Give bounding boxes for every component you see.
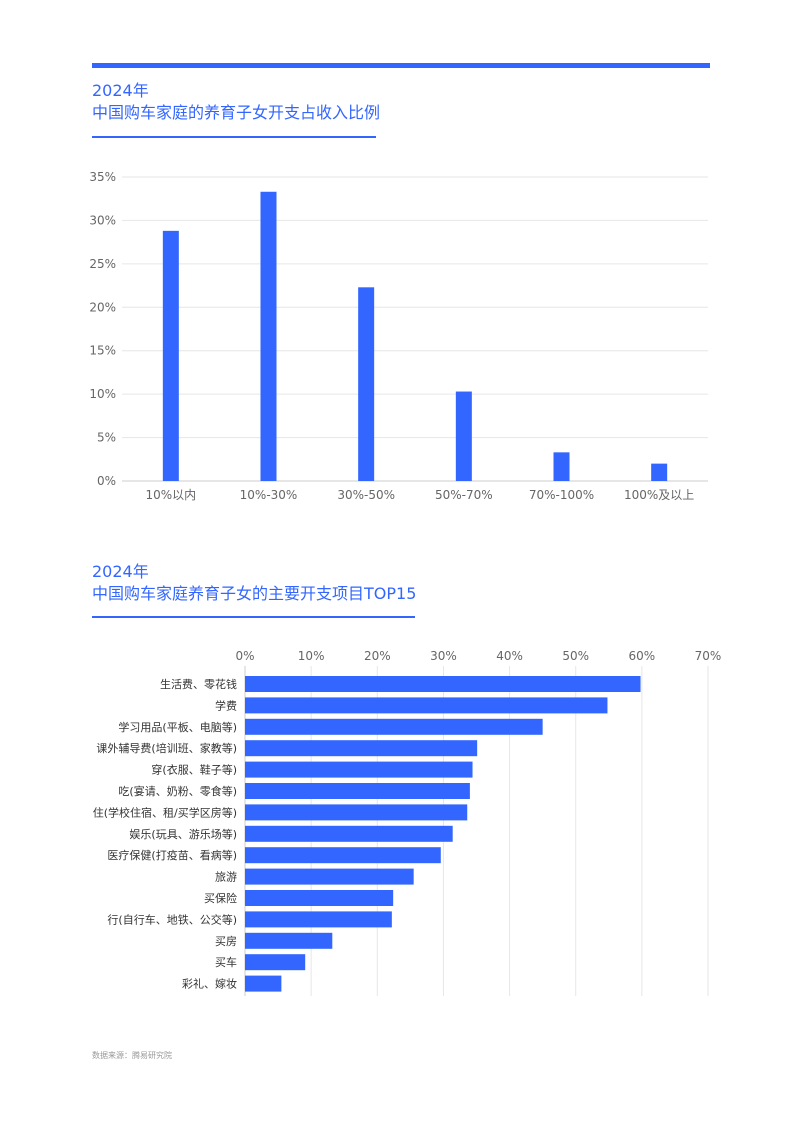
- bar: [245, 740, 478, 757]
- bar: [651, 463, 668, 481]
- x-tick-label: 10%-30%: [240, 488, 298, 502]
- data-source-note: 数据来源：腾易研究院: [92, 1051, 172, 1060]
- x-tick-label: 0%: [235, 649, 254, 663]
- top-rule: [92, 63, 710, 68]
- bar: [245, 847, 441, 864]
- category-label: 买房: [215, 935, 237, 948]
- category-label: 彩礼、嫁妆: [182, 977, 237, 991]
- bar: [245, 911, 392, 928]
- bar: [245, 890, 394, 906]
- bar: [245, 783, 470, 799]
- x-tick-label: 50%-70%: [435, 488, 493, 502]
- chart1-title-year: 2024年: [92, 81, 149, 100]
- category-label: 学费: [215, 698, 237, 712]
- chart1-title: 2024年 中国购车家庭的养育子女开支占收入比例: [92, 80, 380, 124]
- x-tick-label: 70%-100%: [529, 488, 594, 502]
- category-label: 吃(宴请、奶粉、零食等): [118, 784, 237, 798]
- x-tick-label: 10%以内: [145, 488, 196, 502]
- chart2-title-year: 2024年: [92, 562, 149, 581]
- x-tick-label: 30%: [430, 649, 457, 663]
- category-label: 娱乐(玩具、游乐场等): [129, 827, 237, 841]
- bar: [358, 287, 375, 481]
- bar: [245, 932, 333, 949]
- y-tick-label: 15%: [89, 344, 116, 358]
- category-label: 医疗保健(打疫苗、看病等): [107, 848, 237, 862]
- bar: [245, 761, 473, 778]
- category-label: 行(自行车、地铁、公交等): [107, 912, 237, 926]
- x-tick-label: 60%: [629, 649, 656, 663]
- x-tick-label: 100%及以上: [624, 488, 694, 502]
- y-tick-label: 25%: [89, 257, 116, 271]
- x-tick-label: 70%: [695, 649, 722, 663]
- bar: [245, 804, 468, 821]
- x-tick-label: 30%-50%: [337, 488, 395, 502]
- bar: [245, 868, 414, 885]
- bar: [162, 230, 179, 481]
- bar: [245, 697, 608, 714]
- bar: [553, 452, 570, 481]
- bar: [245, 676, 641, 692]
- chart2-title: 2024年 中国购车家庭养育子女的主要开支项目TOP15: [92, 561, 416, 605]
- bar: [245, 825, 453, 842]
- chart1-title-underline: [92, 136, 376, 138]
- bar: [245, 954, 306, 971]
- x-tick-label: 50%: [562, 649, 589, 663]
- category-label: 生活费、零花钱: [160, 677, 237, 691]
- x-tick-label: 10%: [298, 649, 325, 663]
- chart2-title-underline: [92, 616, 415, 618]
- bar: [245, 718, 543, 735]
- bar: [455, 391, 472, 481]
- category-label: 学习用品(平板、电脑等): [118, 720, 237, 734]
- category-label: 买车: [215, 955, 237, 969]
- y-tick-label: 30%: [89, 213, 116, 227]
- chart1-title-text: 中国购车家庭的养育子女开支占收入比例: [92, 103, 381, 122]
- chart2-svg: 0% 10% 20% 30% 40% 50% 60% 70% 生活费、零花钱学费学习用品(平板、…: [93, 649, 722, 996]
- category-label: 买保险: [204, 891, 237, 905]
- category-label: 旅游: [215, 870, 237, 884]
- bar: [245, 975, 282, 992]
- y-tick-label: 0%: [97, 474, 116, 488]
- y-tick-label: 35%: [89, 170, 116, 184]
- category-label: 住(学校住宿、租/买学区房等): [93, 805, 237, 819]
- y-tick-label: 20%: [89, 300, 116, 314]
- chart1-svg: 0% 5% 10% 15% 20% 25% 30% 35% 10%以内 10%-30% 30%-50…: [89, 170, 708, 502]
- bar: [260, 191, 277, 481]
- category-label: 课外辅导费(培训班、家教等): [96, 741, 237, 755]
- category-label: 穿(衣服、鞋子等): [151, 763, 237, 777]
- x-tick-label: 40%: [496, 649, 523, 663]
- y-tick-label: 5%: [97, 431, 116, 445]
- y-tick-label: 10%: [89, 387, 116, 401]
- x-tick-label: 20%: [364, 649, 391, 663]
- chart2-title-text: 中国购车家庭养育子女的主要开支项目TOP15: [92, 584, 417, 603]
